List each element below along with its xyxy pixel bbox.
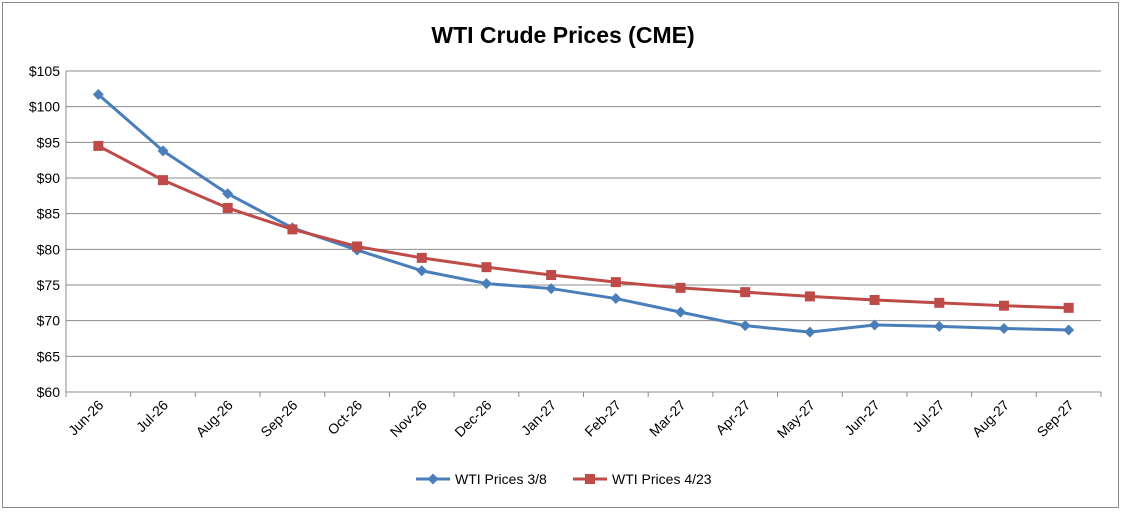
data-point <box>933 320 945 332</box>
x-tick-label: Oct-26 <box>324 397 365 438</box>
x-tick-label: Jun-27 <box>841 397 883 439</box>
legend: WTI Prices 3/8 WTI Prices 4/23 <box>416 471 712 487</box>
data-point <box>804 326 816 338</box>
data-point <box>546 270 557 281</box>
x-tick-label: Jun-26 <box>65 397 107 439</box>
legend-item-1: WTI Prices 3/8 <box>416 471 547 487</box>
y-tick-label: $70 <box>37 313 61 329</box>
data-point <box>1063 302 1074 313</box>
data-point <box>480 278 492 290</box>
data-point <box>998 300 1009 311</box>
x-tick-label: Sep-26 <box>257 397 300 440</box>
x-tick-label: May-27 <box>774 397 818 441</box>
data-point <box>92 89 104 101</box>
legend-label: WTI Prices 4/23 <box>612 471 712 487</box>
data-point <box>158 175 169 186</box>
series-line <box>97 144 1069 310</box>
data-point <box>998 323 1010 335</box>
x-tick-label: Sep-27 <box>1034 397 1077 440</box>
gridlines <box>66 70 1101 357</box>
data-point <box>934 297 945 308</box>
legend-item-2: WTI Prices 4/23 <box>573 471 712 487</box>
x-tick-label: Aug-26 <box>193 397 236 440</box>
y-tick-label: $85 <box>37 206 61 222</box>
data-point <box>675 282 686 293</box>
data-point <box>416 252 427 263</box>
data-point <box>675 306 687 318</box>
y-tick-label: $100 <box>29 99 60 115</box>
x-tick-label: Apr-27 <box>712 397 753 438</box>
data-point <box>416 265 428 277</box>
x-tick-label: Mar-27 <box>646 397 689 440</box>
x-tick-label: Jul-27 <box>909 397 947 435</box>
y-tick-label: $105 <box>29 63 60 79</box>
data-point <box>869 294 880 305</box>
x-tick-label: Nov-26 <box>387 397 430 440</box>
y-tick-label: $75 <box>37 277 61 293</box>
x-tick-label: Dec-26 <box>451 397 494 440</box>
y-tick-label: $90 <box>37 170 61 186</box>
data-point <box>610 277 621 288</box>
data-point <box>545 283 557 295</box>
data-point <box>739 320 751 332</box>
data-point <box>740 287 751 298</box>
y-tick-label: $80 <box>37 241 61 257</box>
data-point <box>481 262 492 273</box>
x-tick-label: Jul-26 <box>133 397 171 435</box>
x-tick-label: Aug-27 <box>969 397 1012 440</box>
data-point <box>222 188 234 200</box>
series-1 <box>92 89 1075 338</box>
legend-marker <box>427 473 439 485</box>
y-tick-label: $60 <box>37 384 61 400</box>
series-line <box>97 93 1069 334</box>
chart-title: WTI Crude Prices (CME) <box>431 22 694 48</box>
axes: $60 $65 $70 $75 $80 $85 $90 $95 $100 $105 Jun-26 Ju… <box>29 63 1102 441</box>
data-point <box>352 241 363 252</box>
data-point <box>93 140 104 151</box>
data-point <box>1063 324 1075 336</box>
x-tick-label: Jan-27 <box>518 397 560 439</box>
chart-canvas: WTI Crude Prices (CME) $60 $65 $70 $75 $80 $8… <box>29 22 1102 487</box>
x-tick-label: Feb-27 <box>581 397 624 440</box>
data-point <box>287 224 298 235</box>
data-point <box>804 291 815 302</box>
y-tick-label: $65 <box>37 348 61 364</box>
data-point <box>222 202 233 213</box>
legend-label: WTI Prices 3/8 <box>455 471 547 487</box>
series-layer <box>92 89 1075 338</box>
y-tick-label: $95 <box>37 134 61 150</box>
data-point <box>157 145 169 157</box>
data-point <box>869 319 881 331</box>
series-2 <box>93 140 1074 313</box>
data-point <box>610 293 622 305</box>
legend-marker <box>585 474 595 484</box>
